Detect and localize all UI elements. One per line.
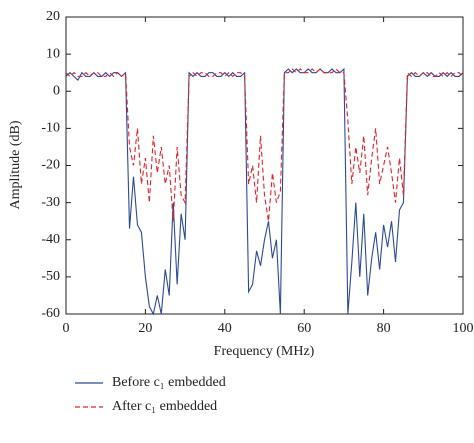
x-tick-label: 100 <box>453 321 474 336</box>
y-tick-label: -30 <box>41 195 60 210</box>
y-tick-label: 10 <box>46 46 60 61</box>
y-axis-label: Amplitude (dB) <box>8 120 23 209</box>
y-tick-label: -50 <box>41 269 60 284</box>
series-line <box>65 68 464 222</box>
x-tick-label: 40 <box>218 321 232 336</box>
y-tick-label: 0 <box>53 83 60 98</box>
y-tick-label: -10 <box>41 121 60 136</box>
y-tick-label: -20 <box>41 158 60 173</box>
y-tick-label: -40 <box>41 232 60 247</box>
series-line <box>65 67 464 316</box>
plot-frame <box>65 16 464 315</box>
y-tick-label: -60 <box>41 306 60 321</box>
y-tick-label: 20 <box>46 9 60 24</box>
legend-label: Before c₁ embedded <box>112 375 226 390</box>
x-tick-label: 80 <box>377 321 391 336</box>
legend-label: After c₁ embedded <box>112 399 217 414</box>
x-tick-label: 60 <box>297 321 311 336</box>
x-tick-label: 0 <box>63 321 70 336</box>
x-tick-label: 20 <box>138 321 152 336</box>
x-axis-label: Frequency (MHz) <box>214 344 315 359</box>
